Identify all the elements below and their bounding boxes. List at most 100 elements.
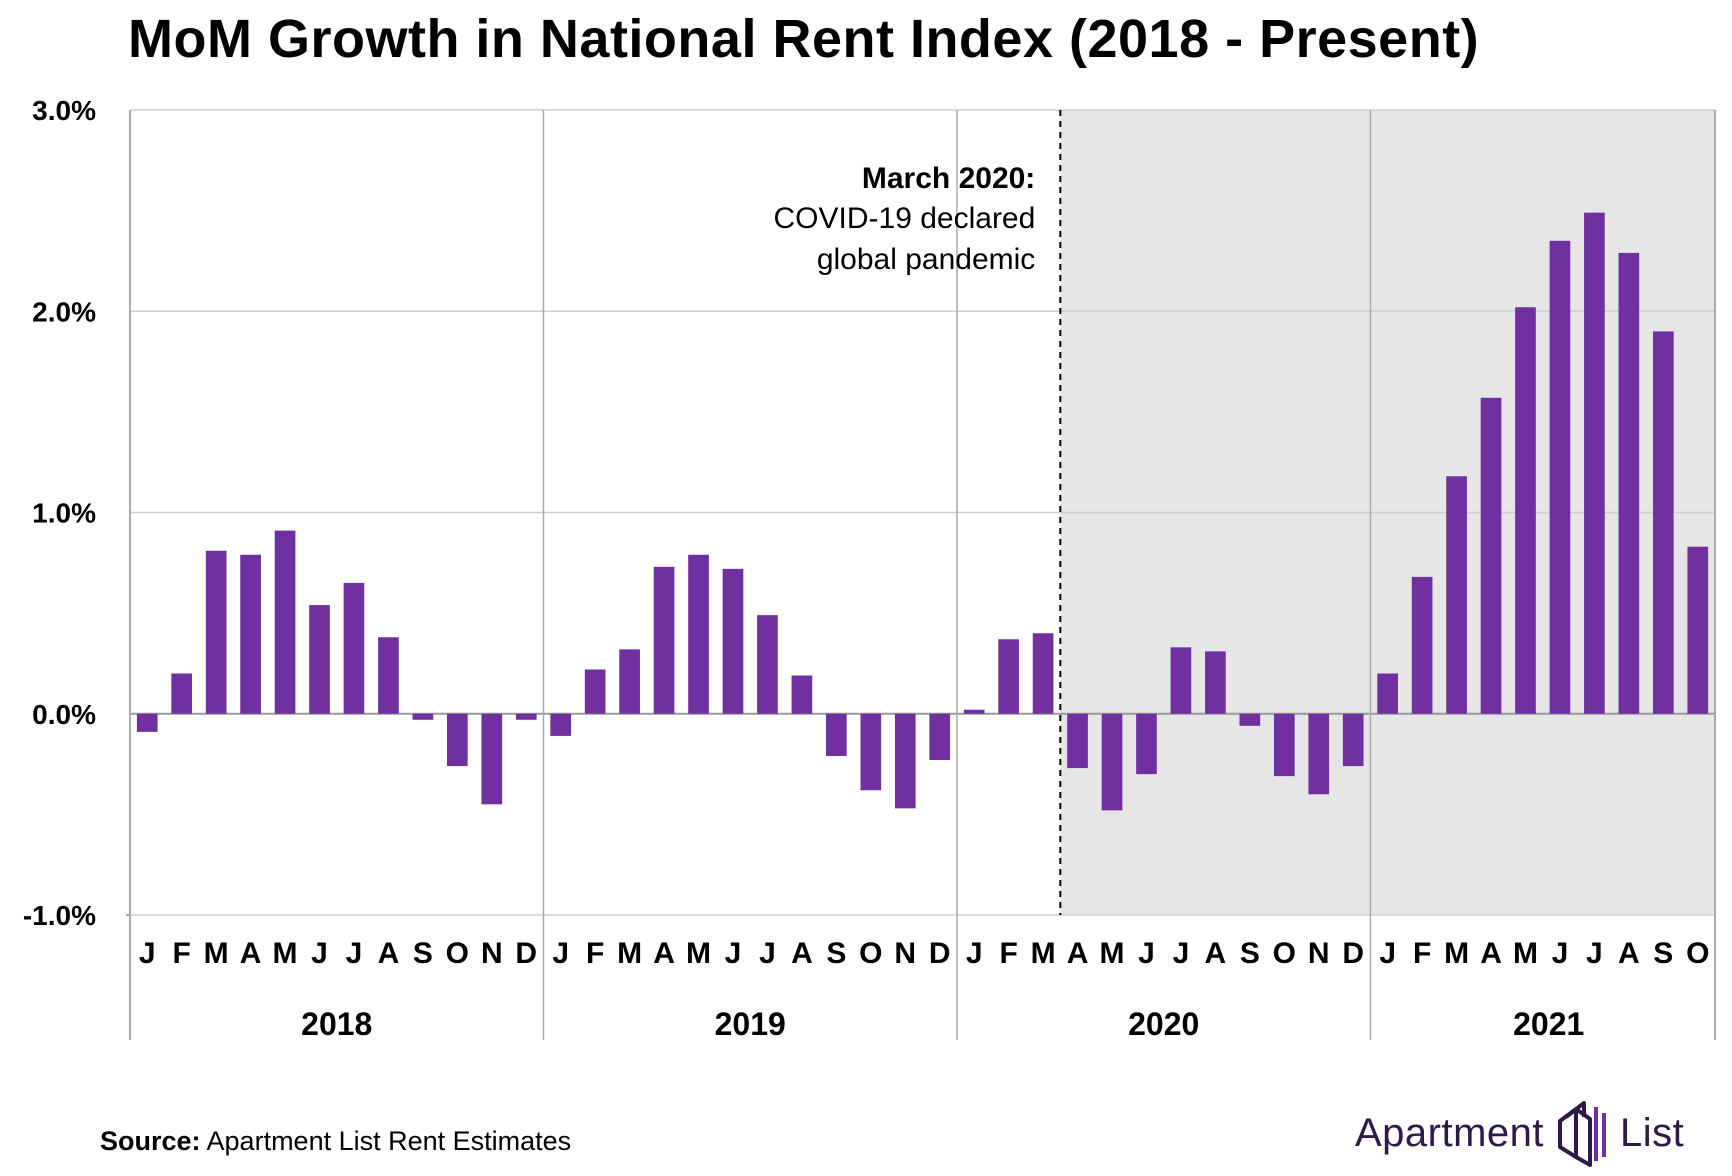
bar: [1515, 307, 1536, 714]
month-label: M: [686, 937, 711, 970]
bar: [1067, 713, 1088, 769]
month-label: D: [515, 937, 537, 970]
y-tick-label: 2.0%: [32, 296, 96, 327]
month-label: A: [1480, 937, 1502, 970]
bar: [309, 605, 330, 714]
month-label: M: [617, 937, 642, 970]
month-label: O: [1686, 937, 1709, 970]
month-label: M: [204, 937, 229, 970]
month-label: J: [1173, 937, 1190, 970]
bar: [1652, 331, 1674, 714]
month-label: A: [1205, 937, 1227, 970]
month-label: N: [481, 937, 503, 970]
bar: [1411, 576, 1433, 714]
month-label: M: [1031, 937, 1056, 970]
bar: [412, 713, 434, 720]
source-text: Apartment List Rent Estimates: [206, 1126, 572, 1156]
bar: [1308, 713, 1330, 795]
month-label: O: [446, 937, 469, 970]
bar: [688, 554, 709, 714]
month-label: A: [378, 937, 400, 970]
month-label: J: [346, 937, 363, 970]
bar: [1239, 713, 1261, 726]
month-label: J: [311, 937, 328, 970]
y-tick-label: 0.0%: [32, 699, 96, 730]
month-label: F: [999, 937, 1017, 970]
bar: [1101, 713, 1123, 811]
month-label: D: [929, 937, 951, 970]
apartment-list-logo: Apartment List: [1355, 1098, 1684, 1168]
month-label: M: [1513, 937, 1538, 970]
month-label: J: [139, 937, 156, 970]
bar: [1170, 647, 1192, 714]
bar: [619, 649, 640, 714]
bar: [343, 582, 365, 714]
bar: [963, 709, 985, 714]
bar: [515, 713, 537, 720]
bar: [1342, 713, 1364, 767]
y-tick-label: -1.0%: [23, 900, 96, 931]
bar: [998, 639, 1019, 714]
bar: [136, 713, 158, 732]
month-label: N: [894, 937, 916, 970]
month-label: S: [1240, 937, 1260, 970]
month-label: A: [1067, 937, 1089, 970]
month-label: M: [1100, 937, 1125, 970]
logo-word-list: List: [1620, 1110, 1685, 1155]
chart-title: MoM Growth in National Rent Index (2018 …: [128, 9, 1480, 69]
month-label: J: [1552, 937, 1569, 970]
year-label: 2019: [715, 1006, 786, 1042]
month-label: A: [240, 937, 262, 970]
month-label: M: [273, 937, 298, 970]
bar: [1549, 240, 1571, 714]
y-tick-label: 1.0%: [32, 498, 96, 529]
bar: [653, 566, 675, 714]
bar: [757, 615, 778, 714]
bar: [929, 713, 951, 761]
bar: [584, 669, 606, 714]
month-label: S: [826, 937, 846, 970]
month-label: A: [1618, 937, 1640, 970]
bar: [481, 713, 503, 805]
month-label: J: [1138, 937, 1155, 970]
bar: [205, 550, 227, 714]
month-label: S: [413, 937, 433, 970]
bar: [1446, 476, 1467, 714]
bar: [1377, 673, 1398, 714]
bar: [274, 530, 296, 714]
month-label: J: [1586, 937, 1603, 970]
month-label: A: [653, 937, 675, 970]
month-label: M: [1444, 937, 1469, 970]
bar: [378, 637, 399, 714]
bar: [240, 554, 261, 714]
bar: [860, 713, 882, 791]
month-label: J: [759, 937, 776, 970]
month-label: F: [173, 937, 191, 970]
y-tick-label: 3.0%: [32, 95, 96, 126]
bar: [791, 675, 813, 714]
year-label: 2018: [301, 1006, 372, 1042]
bar: [1480, 397, 1502, 714]
month-label: O: [859, 937, 882, 970]
source-label: Source:: [100, 1126, 201, 1156]
month-label: F: [1413, 937, 1431, 970]
building-stack-icon: [1558, 1101, 1607, 1167]
bar: [1584, 212, 1605, 714]
bar: [1618, 252, 1640, 714]
month-label: J: [966, 937, 983, 970]
bar: [550, 713, 572, 736]
bar: [1032, 633, 1054, 714]
month-label: J: [725, 937, 742, 970]
month-label: F: [586, 937, 604, 970]
year-label: 2020: [1128, 1006, 1199, 1042]
bar: [722, 568, 744, 714]
month-label: A: [791, 937, 813, 970]
month-label: D: [1342, 937, 1364, 970]
year-label: 2021: [1513, 1006, 1584, 1042]
bar: [826, 713, 847, 757]
annotation-text: COVID-19 declared: [774, 202, 1036, 235]
annotation-title: March 2020:: [862, 162, 1035, 195]
month-label: J: [1379, 937, 1396, 970]
bar: [1273, 713, 1295, 777]
